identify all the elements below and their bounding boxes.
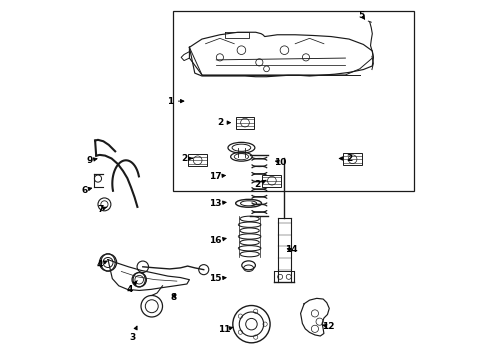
Text: 3: 3 [129,326,137,342]
Text: 9: 9 [87,156,97,165]
Bar [263,175,281,186]
Text: 14: 14 [285,246,297,255]
Text: 17: 17 [209,172,225,181]
Text: 10: 10 [274,158,286,167]
Text: 13: 13 [209,199,226,208]
Text: 5: 5 [358,10,365,19]
Text: 15: 15 [209,274,226,283]
Text: 1: 1 [167,96,184,105]
Text: 4: 4 [126,280,137,294]
Text: 6: 6 [81,185,92,194]
Text: 12: 12 [322,322,335,331]
Text: 7: 7 [98,205,107,214]
Text: 8: 8 [170,293,176,302]
Text: 16: 16 [209,237,226,246]
Bar [343,153,362,165]
Text: 2: 2 [217,118,230,127]
Text: 4: 4 [97,260,107,269]
Text: 2: 2 [254,180,266,189]
Text: 2: 2 [181,154,193,163]
Text: 2: 2 [339,154,352,163]
Bar [188,154,207,166]
Bar [173,12,414,191]
Bar [236,117,254,129]
Text: 11: 11 [218,325,233,334]
